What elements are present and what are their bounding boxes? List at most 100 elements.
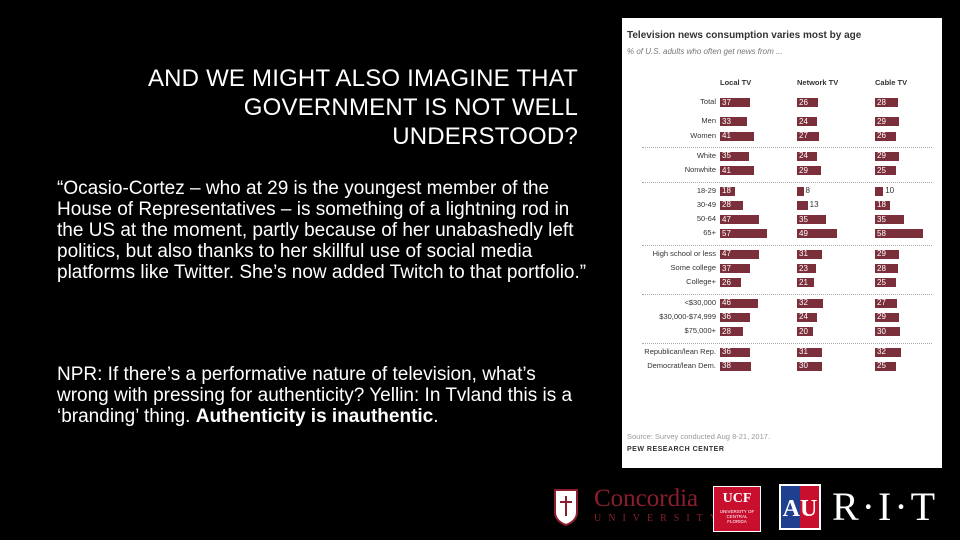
row-separator xyxy=(642,146,932,148)
bar-value-label: 31 xyxy=(799,347,808,356)
bar-value-label: 29 xyxy=(877,116,886,126)
bar xyxy=(720,215,759,225)
bar-value-label: 31 xyxy=(799,249,808,259)
bar-value-label: 30 xyxy=(799,361,808,371)
bar xyxy=(797,312,817,322)
bar-value-label: 32 xyxy=(877,347,886,356)
bar xyxy=(875,117,899,127)
chart-subtitle: % of U.S. adults who often get news from… xyxy=(627,47,783,56)
bar xyxy=(720,278,742,288)
bar xyxy=(720,347,750,357)
rit-logo: R·I·T xyxy=(832,484,939,529)
chart-title: Television news consumption varies most … xyxy=(627,30,862,41)
bar xyxy=(720,166,754,176)
bar xyxy=(797,131,820,141)
bar-value-label: 24 xyxy=(799,151,808,161)
bar-value-label: 35 xyxy=(722,151,731,161)
bar xyxy=(720,186,735,196)
bar xyxy=(720,298,758,308)
bar xyxy=(875,312,899,322)
bar-value-label: 23 xyxy=(799,263,808,273)
ucf-name: UCF xyxy=(722,491,752,506)
bar xyxy=(797,98,819,107)
bar xyxy=(875,229,923,239)
bar xyxy=(720,361,752,371)
row-label: 65+ xyxy=(703,228,716,238)
ucf-sub: UNIVERSITY OF CENTRAL FLORIDA xyxy=(719,509,755,524)
bar-value-label: 29 xyxy=(877,249,886,259)
bar-value-label: 10 xyxy=(885,186,895,195)
bar-value-label: 58 xyxy=(877,228,886,238)
concordia-sub: UNIVERSITY xyxy=(594,513,724,524)
row-label: $75,000+ xyxy=(684,326,717,336)
ucf-logo: UCF UNIVERSITY OF CENTRAL FLORIDA xyxy=(713,486,761,532)
bar xyxy=(875,131,897,141)
american-university-logo: AU xyxy=(779,484,821,530)
bar-value-label: 36 xyxy=(722,347,731,356)
bar-value-label: 57 xyxy=(722,228,731,238)
bar-value-label: 26 xyxy=(722,277,731,287)
bar xyxy=(720,131,754,141)
bar-value-label: 28 xyxy=(877,97,886,107)
bar-value-label: 36 xyxy=(722,312,731,322)
row-label: White xyxy=(696,150,716,160)
bar-value-label: 8 xyxy=(805,186,810,195)
bar xyxy=(720,151,749,161)
concordia-name: Concordia xyxy=(594,485,699,512)
bar-value-label: 25 xyxy=(877,361,886,371)
row-label: 18-29 xyxy=(696,185,716,195)
bar-value-label: 20 xyxy=(799,326,808,336)
row-separator xyxy=(642,342,932,344)
concordia-seal-icon xyxy=(554,489,578,526)
bar-value-label: 28 xyxy=(877,263,886,273)
bar xyxy=(875,166,896,176)
bar xyxy=(720,98,751,107)
bar-value-label: 24 xyxy=(799,312,808,322)
bar-value-label: 29 xyxy=(799,165,808,175)
bar-value-label: 29 xyxy=(877,151,886,161)
bar-value-label: 18 xyxy=(877,200,886,210)
row-label: 50-64 xyxy=(696,214,716,224)
bar xyxy=(797,249,823,259)
column-header: Cable TV xyxy=(875,78,908,87)
bar-value-label: 18 xyxy=(722,186,731,195)
quote-paragraph: “Ocasio-Cortez – who at 29 is the younge… xyxy=(57,178,587,283)
bar xyxy=(875,186,884,196)
row-label: <$30,000 xyxy=(684,297,717,307)
bar xyxy=(720,249,759,259)
row-label: Women xyxy=(690,130,716,140)
column-header: Network TV xyxy=(797,78,839,87)
bar xyxy=(797,229,838,239)
bar xyxy=(797,264,816,273)
bar xyxy=(720,264,751,273)
bar-value-label: 46 xyxy=(722,298,731,308)
bar xyxy=(797,327,814,337)
bar-value-label: 37 xyxy=(722,263,731,273)
bar-value-label: 21 xyxy=(799,277,808,287)
bar-value-label: 35 xyxy=(877,214,886,224)
bar-value-label: 28 xyxy=(722,200,731,210)
bar-value-label: 27 xyxy=(799,131,808,141)
bar xyxy=(875,151,899,161)
bar-value-label: 41 xyxy=(722,165,731,175)
row-label: Nonwhite xyxy=(684,165,716,175)
bar xyxy=(797,215,826,225)
bar xyxy=(797,200,808,210)
chart-brand: PEW RESEARCH CENTER xyxy=(627,446,725,453)
row-separator xyxy=(642,293,932,295)
bar xyxy=(875,264,898,273)
bar-value-label: 30 xyxy=(877,326,886,336)
bar-value-label: 29 xyxy=(877,312,886,322)
bar xyxy=(720,229,767,239)
row-label: Some college xyxy=(670,263,716,272)
bar xyxy=(875,249,899,259)
bar-value-label: 35 xyxy=(799,214,808,224)
row-label: College+ xyxy=(686,277,716,287)
bar xyxy=(797,347,823,357)
bar xyxy=(875,361,896,371)
bar xyxy=(875,347,902,357)
bar-value-label: 25 xyxy=(877,277,886,287)
bar xyxy=(720,117,748,127)
row-label: 30-49 xyxy=(696,199,716,209)
bar xyxy=(797,166,821,176)
